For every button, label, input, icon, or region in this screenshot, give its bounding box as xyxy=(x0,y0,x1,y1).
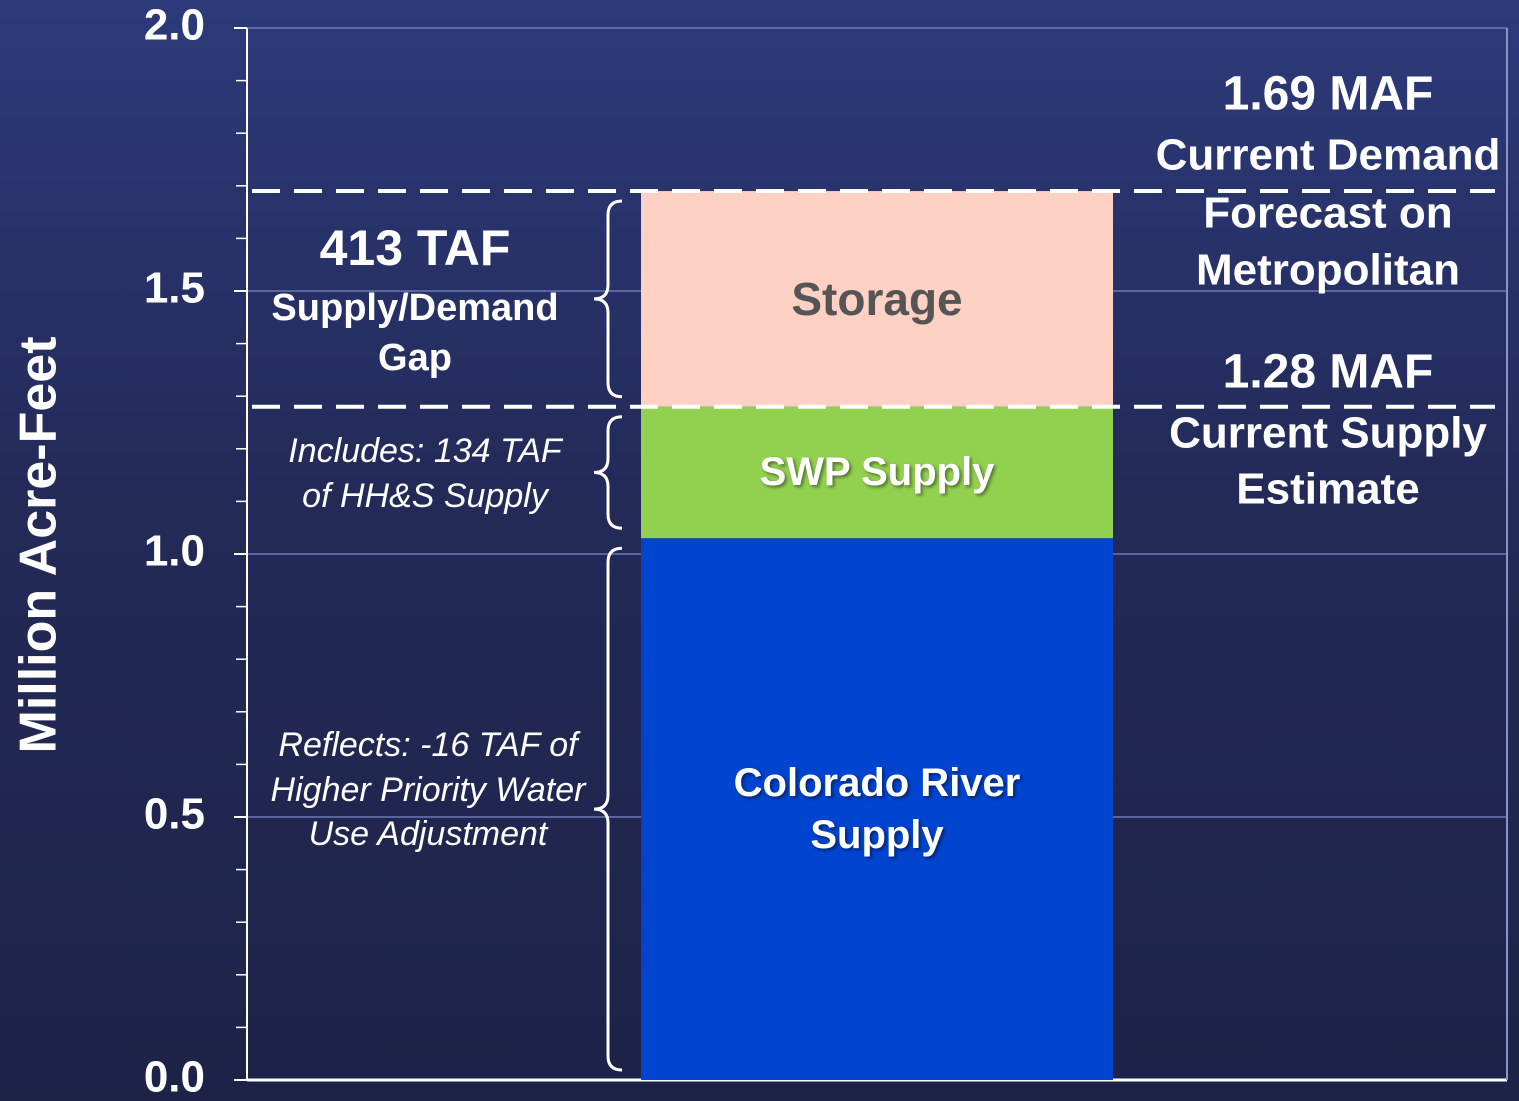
annotation-text: Reflects: -16 TAF of xyxy=(278,726,581,764)
bar-segment xyxy=(641,191,1113,407)
annotation-text: Supply/Demand xyxy=(271,287,558,329)
reference-text: Current Supply xyxy=(1169,409,1487,458)
reference-text: Metropolitan xyxy=(1196,246,1460,295)
annotation-text: Higher Priority Water xyxy=(271,771,588,809)
bar-segment xyxy=(641,538,1113,1080)
brace xyxy=(593,546,623,1072)
segment-label: SWP Supply xyxy=(759,450,995,495)
brace xyxy=(593,199,623,399)
brace xyxy=(593,415,623,530)
y-axis-title: Million Acre-Feet xyxy=(10,336,68,753)
y-tick-label: 1.0 xyxy=(144,527,205,576)
segment-label: Colorado River Supply xyxy=(733,761,1021,858)
y-tick-label: 0.5 xyxy=(144,790,205,839)
reference-text: Current Demand xyxy=(1156,131,1501,180)
y-tick-label: 1.5 xyxy=(144,264,205,313)
annotation-text: Use Adjustment xyxy=(309,815,549,853)
bar-segment xyxy=(641,406,1113,539)
annotation-text: of HH&S Supply xyxy=(302,477,550,515)
y-tick-label: 2.0 xyxy=(144,1,205,50)
reference-label: 1.28 MAF xyxy=(1223,346,1434,399)
y-tick-label: 0.0 xyxy=(144,1053,205,1101)
reference-label: 1.69 MAF xyxy=(1223,68,1434,121)
annotation-text: Gap xyxy=(378,337,452,379)
reference-text: Forecast on xyxy=(1203,189,1452,238)
annotation-title: 413 TAF xyxy=(320,220,511,276)
reference-text: Estimate xyxy=(1236,465,1419,514)
annotation-text: Includes: 134 TAF xyxy=(288,432,564,470)
segment-label: Storage xyxy=(791,272,963,325)
